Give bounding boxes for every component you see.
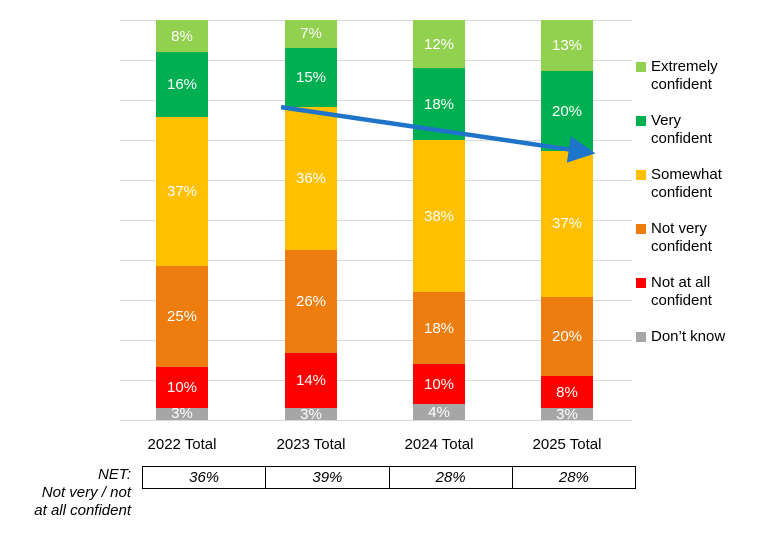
legend: Extremely confident Very confident Somewhat c… [636,58,725,364]
legend-item-not-at-all-confident: Not at all confident [636,274,725,310]
bar-value-label: 37% [166,183,198,201]
legend-item-very-confident: Very confident [636,112,725,148]
net-cell-2025-total: 28% [558,469,589,486]
legend-label: Not very confident [651,220,712,255]
bar-segment-2023-total-not-very-confident: 26% [285,249,337,353]
bar-value-label: 4% [428,403,450,421]
bar-value-label: 18% [423,319,455,337]
gridline [120,100,632,101]
legend-label: Extremely confident [651,58,718,93]
bar-value-label: 3% [171,405,193,423]
net-label-line: at all confident [34,502,131,519]
legend-item-not-very-confident: Not very confident [636,220,725,256]
bar-value-label: 20% [551,328,583,346]
bar-value-label: 16% [166,76,198,94]
net-label: NET: Not very / not at all confident [0,466,131,520]
bar-segment-2023-total-somewhat-confident: 36% [285,107,337,250]
bar-segment-2025-total-don-t-know: 3% [541,405,593,423]
net-label-line: NET: [97,466,131,483]
bar-segment-2025-total-not-very-confident: 20% [541,297,593,377]
legend-item-somewhat-confident: Somewhat confident [636,166,725,202]
bar-segment-2024-total-very-confident: 18% [413,68,465,140]
net-cell-2024-total: 28% [390,467,513,488]
bar-segment-2024-total-not-at-all-confident: 10% [413,364,465,404]
bar-segment-2022-total-somewhat-confident: 37% [156,116,208,267]
bar-segment-2023-total-extremely-confident: 7% [285,20,337,48]
bar-value-label: 37% [551,215,583,233]
legend-item-extremely-confident: Extremely confident [636,58,725,94]
gridline [120,220,632,221]
bar-segment-2023-total-don-t-know: 3% [285,405,337,423]
bar-segment-2023-total-not-at-all-confident: 14% [285,352,337,409]
gridline [120,420,632,421]
gridline [120,180,632,181]
legend-swatch-don-t-know [636,332,646,342]
bar-segment-2022-total-not-very-confident: 25% [156,266,208,368]
legend-swatch-extremely-confident [636,62,646,72]
bar-value-label: 8% [171,27,193,45]
x-axis-label-2023-total: 2023 Total [276,436,346,453]
bar-value-label: 10% [166,379,198,397]
bar-value-label: 20% [551,102,583,120]
bar-segment-2025-total-somewhat-confident: 37% [541,150,593,298]
legend-label: Somewhat confident [651,166,722,201]
bar-value-label: 38% [423,207,455,225]
bar-value-label: 26% [295,292,327,310]
net-label-line: Not very / not [41,484,131,501]
bar-value-label: 18% [423,95,455,113]
bar-value-label: 15% [295,68,327,86]
legend-swatch-not-at-all-confident [636,278,646,288]
bar-segment-2022-total-very-confident: 16% [156,52,208,117]
gridline [120,380,632,381]
bar-value-label: 14% [295,371,327,389]
x-axis-label-2024-total: 2024 Total [404,436,474,453]
gridline [120,20,632,21]
gridline [120,300,632,301]
bar-value-label: 36% [295,169,327,187]
legend-label: Not at all confident [651,274,712,309]
legend-label: Don’t know [651,328,726,345]
legend-swatch-very-confident [636,116,646,126]
bar-segment-2025-total-not-at-all-confident: 8% [541,376,593,409]
x-axis-label-2022-total: 2022 Total [147,436,217,453]
legend-label: Very confident [651,112,712,147]
bar-segment-2024-total-somewhat-confident: 38% [413,140,465,292]
bar-segment-2025-total-very-confident: 20% [541,71,593,151]
net-cell-2022-total: 36% [143,467,267,488]
bar-segment-2023-total-very-confident: 15% [285,47,337,108]
bar-segment-2024-total-not-very-confident: 18% [413,292,465,364]
bar-value-label: 3% [556,405,578,423]
bar-segment-2022-total-not-at-all-confident: 10% [156,367,208,408]
gridline [120,260,632,261]
bar-segment-2024-total-extremely-confident: 12% [413,20,465,68]
bar-value-label: 13% [551,37,583,55]
gridline [120,60,632,61]
bar-value-label: 10% [423,375,455,393]
bar-value-label: 12% [423,35,455,53]
bar-segment-2022-total-extremely-confident: 8% [156,20,208,53]
gridline [120,340,632,341]
legend-item-don-t-know: Don’t know [636,328,725,346]
net-cell-2023-total: 39% [266,467,390,488]
bar-segment-2025-total-extremely-confident: 13% [541,20,593,72]
bar-value-label: 8% [556,383,578,401]
bar-value-label: 25% [166,308,198,326]
bar-value-label: 7% [300,25,322,43]
legend-swatch-not-very-confident [636,224,646,234]
bar-segment-2022-total-don-t-know: 3% [156,405,208,423]
bar-segment-2024-total-don-t-know: 4% [413,403,465,421]
bar-value-label: 3% [300,405,322,423]
legend-swatch-somewhat-confident [636,170,646,180]
x-axis-label-2025-total: 2025 Total [532,436,602,453]
net-table: 36% 39% 28% 28% [142,466,636,489]
